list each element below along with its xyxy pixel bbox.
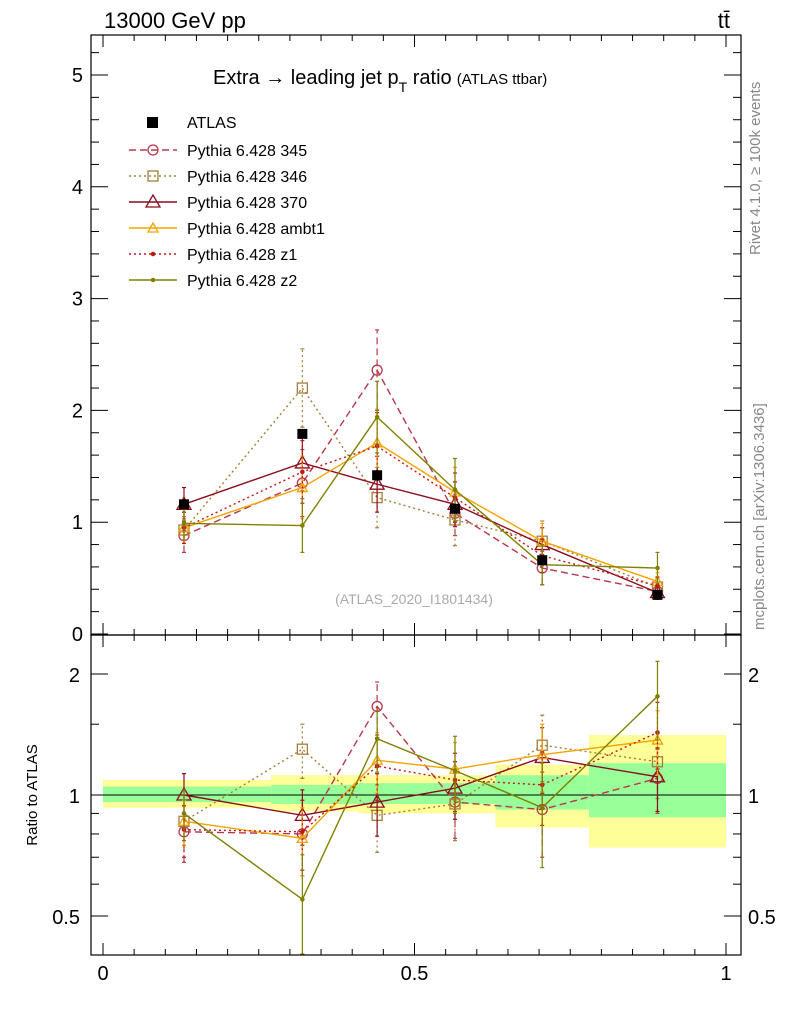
ratio-ylabel: Ratio to ATLAS	[24, 744, 41, 845]
series-line	[183, 445, 658, 587]
atlas-point	[537, 555, 548, 566]
legend-marker	[150, 251, 156, 257]
series-line	[183, 462, 658, 594]
series-point	[374, 414, 380, 420]
series-point	[655, 583, 660, 589]
main-axis-ticks: 0 1 2 3 4 5	[72, 35, 741, 646]
legend-label: Pythia 6.428 370	[187, 195, 307, 212]
ratio-y-tick-label-right: 2	[748, 665, 759, 687]
atlas-point	[178, 499, 189, 510]
series-point	[296, 382, 309, 394]
legend-label: Pythia 6.428 ambt1	[187, 221, 325, 238]
atlas-point	[449, 503, 460, 514]
ratio-point	[452, 768, 458, 773]
series-1	[178, 348, 664, 597]
ratio-line	[183, 756, 658, 817]
plot-title-tail: ratio	[407, 67, 451, 89]
series-0	[178, 329, 664, 600]
ratio-line	[183, 731, 658, 833]
header-left: 13000 GeV pp	[104, 8, 246, 33]
legend-series: Pythia 6.428 345 Pythia 6.428 346 Pythia 6…	[129, 143, 325, 290]
ratio-series	[175, 660, 666, 955]
legend-marker	[147, 170, 159, 182]
series-point	[371, 364, 383, 376]
plot-title: Extra → leading jet pT ratio (ATLAS ttbar…	[213, 67, 547, 95]
legend-marker	[146, 221, 160, 233]
ratio-line	[183, 739, 658, 840]
legend-label-atlas: ATLAS	[187, 115, 237, 132]
series-point	[655, 565, 660, 571]
series-point	[452, 487, 458, 493]
legend-marker-atlas	[147, 117, 158, 128]
legend-marker	[144, 193, 162, 208]
ratio-point	[539, 805, 545, 810]
series-5	[181, 380, 660, 586]
plot-title-small: (ATLAS ttbar)	[457, 71, 548, 88]
ratio-line	[183, 744, 658, 822]
series-2	[175, 434, 666, 600]
ratio-point	[655, 694, 660, 699]
legend-label: Pythia 6.428 z1	[187, 247, 297, 264]
plot-title-sub: T	[399, 79, 408, 95]
main-panel: 0 1 2 3 4 5 Extra → leading jet pT ratio (ATLA…	[72, 34, 742, 646]
atlas-point	[372, 470, 383, 481]
mcplots-label: mcplots.cern.ch [arXiv:1306.3436]	[751, 403, 768, 630]
ratio-y-tick-label-right: 1	[748, 786, 759, 808]
ratio-x-tick-label: 1	[720, 963, 731, 985]
ratio-point	[181, 811, 187, 816]
ratio-line	[183, 705, 658, 835]
main-y-tick-label: 4	[72, 177, 83, 199]
main-series	[175, 329, 666, 600]
ratio-x-tick-label: 0.5	[401, 963, 429, 985]
atlas-point	[297, 428, 308, 439]
atlas-data-points	[178, 428, 663, 600]
rivet-label: Rivet 4.1.0, ≥ 100k events	[747, 82, 764, 255]
ratio-point	[649, 768, 666, 783]
ratio-point	[296, 832, 309, 844]
series-line	[183, 416, 658, 569]
ratio-y-tick-label-left: 1	[69, 786, 80, 808]
ratio-x-tick-label: 0	[97, 963, 108, 985]
main-y-tick-label: 0	[72, 624, 83, 646]
series-point	[300, 469, 305, 475]
series-point	[300, 523, 305, 528]
legend-label: Pythia 6.428 345	[187, 143, 307, 160]
ratio-point	[374, 736, 380, 742]
series-point	[181, 521, 187, 526]
plot-title-main: Extra → leading jet p	[213, 67, 399, 89]
series-line	[183, 442, 658, 583]
legend-marker	[147, 144, 159, 156]
ratio-point	[296, 743, 309, 755]
main-y-tick-label: 3	[72, 289, 83, 311]
legend-label: Pythia 6.428 346	[187, 169, 307, 186]
main-y-tick-label: 5	[72, 65, 83, 87]
ratio-point	[368, 793, 386, 808]
series-3	[177, 408, 664, 591]
analysis-watermark: (ATLAS_2020_I1801434)	[335, 591, 493, 607]
main-y-tick-label: 2	[72, 400, 83, 422]
ratio-panel: 0.5 0.5 1 1 2 2 0 0.5 1 Ratio to ATLAS	[24, 634, 776, 985]
ratio-y-tick-label-right: 0.5	[748, 907, 776, 929]
ratio-line	[183, 695, 658, 901]
header-right: tt̄	[718, 8, 730, 33]
ratio-point	[300, 829, 305, 835]
main-y-tick-label: 1	[72, 512, 83, 534]
legend-marker	[150, 277, 156, 283]
legend-label: Pythia 6.428 z2	[187, 273, 297, 290]
series-point	[368, 475, 386, 490]
ratio-y-tick-label-left: 2	[69, 665, 80, 687]
ratio-point	[300, 897, 305, 902]
ratio-axis-ticks: 0.5 0.5 1 1 2 2 0 0.5 1	[52, 635, 776, 985]
band-green	[271, 784, 359, 804]
series-line	[183, 368, 658, 593]
ratio-y-tick-label-left: 0.5	[52, 907, 80, 929]
ratio-series-5	[181, 660, 660, 955]
atlas-point	[652, 589, 663, 600]
